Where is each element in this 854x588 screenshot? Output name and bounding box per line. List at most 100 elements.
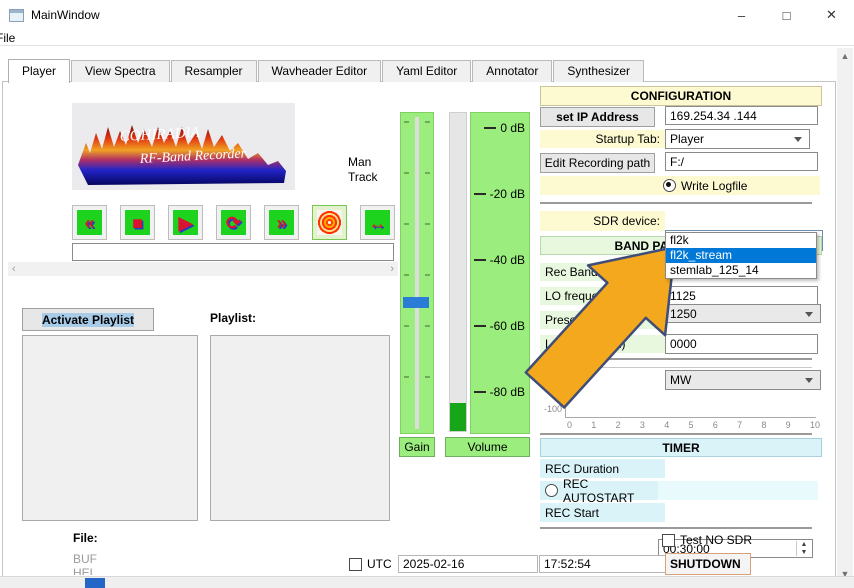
record-icon: [317, 210, 342, 235]
rec-autostart-row[interactable]: REC AUTOSTART: [540, 481, 665, 500]
transport-controls: « ■ ▶ ⟳ » ↔: [72, 205, 395, 240]
sdr-device-label: SDR device:: [540, 211, 665, 231]
utc-checkbox[interactable]: [349, 558, 362, 571]
plot-x-tick: 3: [640, 420, 645, 430]
startup-tab-label: Startup Tab:: [540, 130, 665, 148]
track-input[interactable]: [72, 243, 394, 261]
db-tick--20db: -20 dB: [474, 187, 525, 201]
rec-duration-label: REC Duration: [540, 459, 665, 478]
plot-x-tick: 2: [616, 420, 621, 430]
spin-down-icon[interactable]: ▼: [797, 549, 811, 557]
test-no-sdr-checkbox[interactable]: [662, 534, 675, 547]
gain-slider[interactable]: [400, 112, 434, 434]
preset-label: Preset: [540, 311, 665, 329]
close-button[interactable]: ✕: [809, 0, 854, 30]
volume-label: Volume: [445, 437, 530, 457]
tab-resampler[interactable]: Resampler: [171, 60, 257, 82]
startup-tab-combo[interactable]: Player: [665, 129, 810, 149]
configuration-header: CONFIGURATION: [540, 86, 822, 106]
logfile-spacer: [540, 176, 665, 195]
level-meter: [449, 112, 467, 432]
file-line-hel: HEL: [73, 566, 96, 575]
app-icon: [9, 9, 24, 22]
swap-icon: ↔: [365, 210, 390, 235]
loop-button[interactable]: ⟳: [216, 205, 251, 240]
fast-forward-button[interactable]: »: [264, 205, 299, 240]
utc-row[interactable]: UTC: [349, 556, 392, 572]
playlist-label: Playlist:: [210, 311, 256, 325]
spin-up-icon[interactable]: ▲: [797, 541, 811, 549]
main-window: MainWindow – □ ✕ File PlayerView Spectra…: [0, 0, 854, 588]
tab-view-spectra[interactable]: View Spectra: [71, 60, 169, 82]
plot-y-tick: -100: [538, 404, 562, 414]
plot-x-tick: 10: [810, 420, 820, 430]
fast-forward-icon: »: [269, 210, 294, 235]
stop-button[interactable]: ■: [120, 205, 155, 240]
record-button[interactable]: [312, 205, 347, 240]
level-meter-fill: [450, 403, 466, 431]
shutdown-button[interactable]: SHUTDOWN: [665, 553, 751, 575]
test-no-sdr-row[interactable]: Test NO SDR: [662, 532, 752, 548]
rewind-button[interactable]: «: [72, 205, 107, 240]
swap-button[interactable]: ↔: [360, 205, 395, 240]
man-track-label: Man Track: [348, 155, 378, 185]
rec-autostart-radio[interactable]: [545, 484, 558, 497]
playlist-source-list[interactable]: [22, 335, 198, 521]
lo-offset-field[interactable]: 0000: [665, 334, 818, 354]
dropdown-item-stemlab_125_14[interactable]: stemlab_125_14: [666, 263, 816, 278]
stop-icon: ■: [125, 210, 150, 235]
rec-bandwidth-label: Rec Bandwidth (kHz): [540, 263, 665, 281]
play-icon: ▶: [173, 210, 198, 235]
file-line-buf: BUF: [73, 552, 97, 566]
test-no-sdr-label: Test NO SDR: [680, 533, 752, 547]
taskbar-icon[interactable]: [85, 578, 105, 588]
scroll-up-icon[interactable]: ▲: [841, 51, 850, 61]
gain-slider-handle[interactable]: [403, 297, 429, 308]
write-logfile-row[interactable]: Write Logfile: [658, 176, 820, 195]
horizontal-scrollbar[interactable]: ‹ ›: [8, 262, 398, 276]
scroll-left-icon[interactable]: ‹: [12, 263, 16, 275]
scroll-right-icon[interactable]: ›: [390, 263, 394, 275]
activate-playlist-button[interactable]: Activate Playlist: [22, 308, 154, 331]
dropdown-item-fl2k_stream[interactable]: fl2k_stream: [666, 248, 816, 263]
tab-synthesizer[interactable]: Synthesizer: [553, 60, 644, 82]
volume-scale[interactable]: 0 dB-20 dB-40 dB-60 dB-80 dB: [470, 112, 530, 434]
plot-y-tick: 0: [538, 362, 562, 372]
plot-x-tick: 9: [786, 420, 791, 430]
dropdown-item-fl2k[interactable]: fl2k: [666, 233, 816, 248]
playlist-list[interactable]: [210, 335, 390, 521]
tab-annotator[interactable]: Annotator: [472, 60, 552, 82]
tab-bar: PlayerView SpectraResamplerWavheader Edi…: [8, 59, 645, 82]
tab-player[interactable]: Player: [8, 59, 70, 83]
vertical-scrollbar[interactable]: ▲ ▼: [837, 48, 853, 582]
timer-header: TIMER: [540, 438, 822, 457]
minimize-button[interactable]: –: [719, 0, 764, 30]
menu-bar: File: [0, 30, 854, 46]
date-field[interactable]: 2025-02-16: [398, 555, 538, 573]
taskbar-strip: [0, 576, 854, 588]
edit-recording-path-button[interactable]: Edit Recording path: [540, 153, 655, 173]
rec-autostart-field: [658, 481, 818, 500]
separator-3: [540, 433, 812, 435]
rec-bandwidth-combo[interactable]: 1250: [665, 304, 821, 323]
tab-yaml-editor[interactable]: Yaml Editor: [382, 60, 471, 82]
menu-file[interactable]: File: [0, 31, 15, 45]
separator-1: [540, 202, 812, 204]
set-ip-address-button[interactable]: set IP Address: [540, 107, 655, 127]
lo-frequency-field[interactable]: 1125: [665, 286, 818, 305]
logo-image: COHIRADIA RF-Band Recorder: [72, 103, 295, 190]
lo-frequency-label: LO frequency (kHz): [540, 287, 665, 305]
spectrum-plot: 012345678910 0-50-100: [540, 362, 822, 430]
db-tick-0db: 0 dB: [484, 121, 525, 135]
plot-x-tick: 1: [591, 420, 596, 430]
recording-path-field[interactable]: F:/: [665, 152, 818, 171]
play-button[interactable]: ▶: [168, 205, 203, 240]
sdr-device-dropdown[interactable]: fl2kfl2k_streamstemlab_125_14: [665, 232, 817, 279]
ip-address-field[interactable]: 169.254.34 .144: [665, 106, 818, 125]
tick-dash: [474, 391, 486, 393]
tab-wavheader-editor[interactable]: Wavheader Editor: [258, 60, 382, 82]
write-logfile-radio[interactable]: [663, 179, 676, 192]
maximize-button[interactable]: □: [764, 0, 809, 30]
time-field[interactable]: 17:52:54: [539, 555, 666, 573]
tick-dash: [474, 259, 486, 261]
